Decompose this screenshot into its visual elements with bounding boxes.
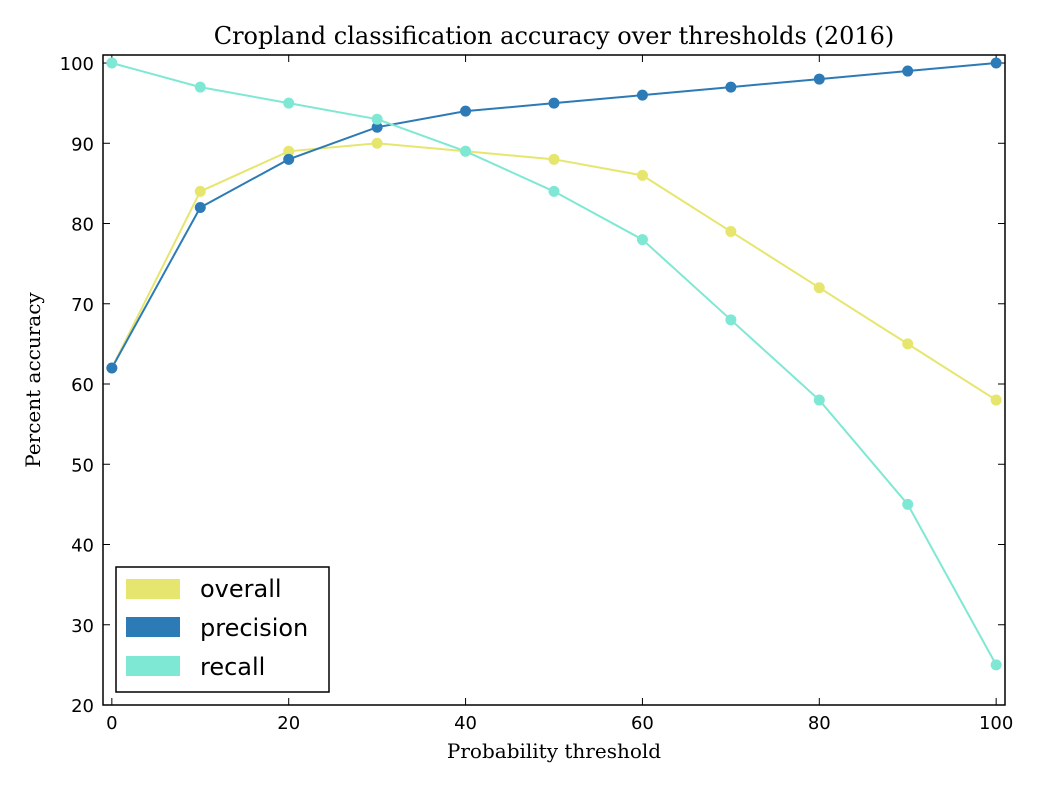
- data-point-precision-100: [990, 57, 1002, 69]
- legend-label-recall: recall: [200, 653, 265, 681]
- legend: overall precision recall: [115, 566, 330, 693]
- y-axis-label: Percent accuracy: [21, 292, 45, 468]
- x-axis-label: Probability threshold: [447, 739, 661, 763]
- x-tick-label: 40: [454, 713, 477, 734]
- data-point-recall-50: [548, 185, 560, 197]
- legend-label-overall: overall: [200, 575, 282, 603]
- y-tick-label: 20: [71, 696, 94, 717]
- data-point-precision-80: [813, 73, 825, 85]
- y-tick-label: 70: [71, 295, 94, 316]
- data-point-overall-10: [194, 185, 206, 197]
- y-tick-label: 80: [71, 215, 94, 236]
- data-point-precision-60: [636, 89, 648, 101]
- x-tick-label: 80: [808, 713, 831, 734]
- y-tick-label: 90: [71, 134, 94, 155]
- data-point-recall-20: [283, 97, 295, 109]
- data-point-recall-90: [902, 498, 914, 510]
- data-point-precision-20: [283, 153, 295, 165]
- data-point-precision-70: [725, 81, 737, 93]
- y-tick-label: 60: [71, 375, 94, 396]
- x-tick-label: 100: [979, 713, 1013, 734]
- data-point-overall-100: [990, 394, 1002, 406]
- x-tick-label: 60: [631, 713, 654, 734]
- legend-label-precision: precision: [200, 614, 308, 642]
- data-point-recall-0: [106, 57, 118, 69]
- x-tick-label: 20: [277, 713, 300, 734]
- y-tick-label: 50: [71, 455, 94, 476]
- data-point-recall-70: [725, 314, 737, 326]
- data-point-precision-10: [194, 201, 206, 213]
- data-point-recall-100: [990, 659, 1002, 671]
- legend-swatch-precision: [126, 617, 180, 637]
- data-point-overall-80: [813, 282, 825, 294]
- data-point-precision-90: [902, 65, 914, 77]
- data-point-recall-40: [460, 145, 472, 157]
- data-point-recall-10: [194, 81, 206, 93]
- y-tick-label: 40: [71, 536, 94, 557]
- data-point-overall-90: [902, 338, 914, 350]
- axis-ticks: 0 20 40 60 80 100 20 30 40 50 60 70 80 90 100: [60, 54, 1014, 734]
- x-tick-label: 0: [106, 713, 117, 734]
- data-point-precision-0: [106, 362, 118, 374]
- series-points: [106, 57, 1002, 671]
- data-point-recall-80: [813, 394, 825, 406]
- data-point-recall-30: [371, 113, 383, 125]
- data-point-overall-60: [636, 169, 648, 181]
- data-point-recall-60: [636, 234, 648, 246]
- data-point-overall-50: [548, 153, 560, 165]
- y-tick-label: 100: [60, 54, 94, 75]
- data-point-overall-70: [725, 226, 737, 238]
- data-point-overall-30: [371, 137, 383, 149]
- data-point-precision-50: [548, 97, 560, 109]
- legend-swatch-recall: [126, 656, 180, 676]
- legend-swatch-overall: [126, 579, 180, 599]
- data-point-precision-40: [460, 105, 472, 117]
- y-tick-label: 30: [71, 616, 94, 637]
- chart-title: Cropland classification accuracy over th…: [214, 22, 895, 50]
